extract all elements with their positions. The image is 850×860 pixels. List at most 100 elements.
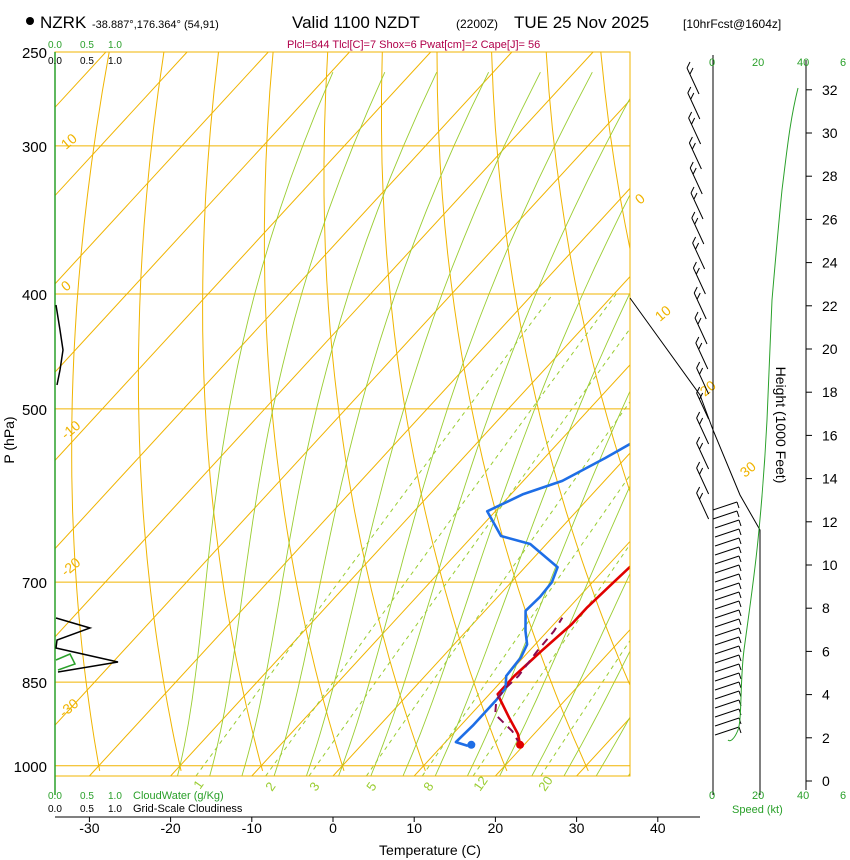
barb-staff	[714, 573, 740, 583]
barb-flag	[695, 242, 700, 250]
wind-barbs	[686, 61, 742, 736]
moist-adiabat	[370, 97, 630, 776]
moist-adiabat	[241, 72, 438, 776]
barb-staff	[714, 627, 740, 637]
valid-time: Valid 1100 NZDT	[292, 13, 420, 32]
temp-tick-label: 30	[569, 820, 585, 836]
pressure-tick-label: 300	[22, 139, 47, 156]
barb-staff	[689, 167, 703, 195]
cloudiness-profile-lower	[55, 617, 119, 673]
isotherm-line	[55, 52, 432, 462]
barb-flag	[699, 467, 704, 475]
height-tick-label: 4	[822, 687, 830, 703]
barb-flag	[693, 286, 698, 294]
barb-flag	[687, 86, 692, 94]
barb-staff	[696, 442, 710, 470]
barb-flag	[738, 618, 742, 626]
barb-flag	[690, 92, 695, 100]
moist-adiabat	[531, 572, 630, 776]
station-location: -38.887°,176.364° (54,91)	[92, 19, 219, 31]
barb-flag	[699, 492, 704, 500]
wind-barb	[714, 519, 742, 529]
top-black-tick-0: 0.0	[48, 56, 62, 67]
barb-staff	[714, 519, 740, 529]
isotherm-line	[89, 187, 630, 776]
moist-adiabat	[209, 72, 386, 776]
barb-flag	[699, 392, 704, 400]
height-tick-label: 14	[822, 471, 838, 487]
isotherm-line	[55, 52, 269, 285]
wind-barb	[714, 555, 742, 565]
isotherm-line	[251, 364, 630, 776]
barb-flag	[698, 342, 703, 350]
barb-flag	[736, 501, 740, 509]
temp-tick-label: -20	[160, 820, 180, 836]
height-tick-label: 2	[822, 730, 830, 746]
barb-staff	[714, 591, 740, 601]
barb-flag	[692, 167, 697, 175]
height-tick-label: 12	[822, 514, 838, 530]
barb-staff	[687, 92, 701, 120]
temp-tick-label: 40	[650, 820, 666, 836]
barb-flag	[689, 67, 694, 75]
wind-barb	[688, 111, 702, 145]
height-tick-label: 26	[822, 211, 838, 227]
barb-flag	[738, 573, 742, 581]
wind-barb	[714, 663, 742, 673]
barb-flag	[695, 336, 700, 344]
height-tick-label: 16	[822, 427, 838, 443]
barb-staff	[696, 467, 710, 495]
barb-flag	[696, 292, 701, 300]
barb-flag	[738, 555, 742, 563]
wind-barb	[687, 86, 701, 120]
moist-adiabat	[177, 72, 334, 776]
height-tick-label: 20	[822, 341, 838, 357]
surface-dewpoint-marker	[467, 740, 476, 749]
barb-flag	[738, 564, 742, 572]
barb-flag	[694, 311, 699, 319]
barb-flag	[696, 436, 701, 444]
utc-time: (2200Z)	[456, 17, 498, 31]
barb-staff	[712, 510, 738, 520]
isotherm-line	[332, 452, 630, 776]
barb-flag	[688, 111, 693, 119]
mixing-ratio-line	[265, 293, 617, 776]
wind-barb	[714, 600, 742, 610]
barb-staff	[690, 192, 704, 220]
bottom-green-tick-2: 1.0	[108, 791, 122, 802]
wind-barb	[714, 546, 742, 556]
temp-tick-label: -10	[242, 820, 262, 836]
barb-staff	[694, 317, 708, 345]
panel-divider	[629, 297, 761, 795]
speed-top-tick-2: 40	[797, 57, 809, 69]
wind-barb	[714, 591, 742, 601]
barb-staff	[714, 645, 740, 655]
barb-staff	[714, 699, 740, 709]
barb-staff	[693, 292, 707, 320]
barb-staff	[696, 417, 710, 445]
dry-adiabat	[436, 52, 589, 772]
barb-flag	[738, 726, 742, 734]
wind-barb	[714, 636, 742, 646]
barb-staff	[696, 492, 710, 520]
barb-flag	[736, 510, 740, 518]
wind-barb	[696, 461, 710, 495]
barb-staff	[714, 618, 740, 628]
barb-flag	[697, 317, 702, 325]
bottom-black-tick-2: 1.0	[108, 804, 122, 815]
temp-tick-label: -30	[79, 820, 99, 836]
wind-barb	[692, 261, 706, 295]
speed-top-tick-3: 6	[840, 57, 846, 69]
mixing-ratio-label: 20	[535, 773, 556, 793]
wind-barb	[695, 336, 709, 370]
forecast-date: TUE 25 Nov 2025	[514, 13, 649, 32]
barb-flag	[693, 192, 698, 200]
barb-flag	[699, 417, 704, 425]
speed-label: Speed (kt)	[732, 804, 783, 816]
wind-barb	[714, 681, 742, 691]
dry-adiabat	[71, 52, 110, 771]
height-axis-title: Height (1000 Feet)	[773, 367, 789, 484]
height-tick-label: 6	[822, 643, 830, 659]
mixing-ratio-line	[540, 639, 630, 776]
